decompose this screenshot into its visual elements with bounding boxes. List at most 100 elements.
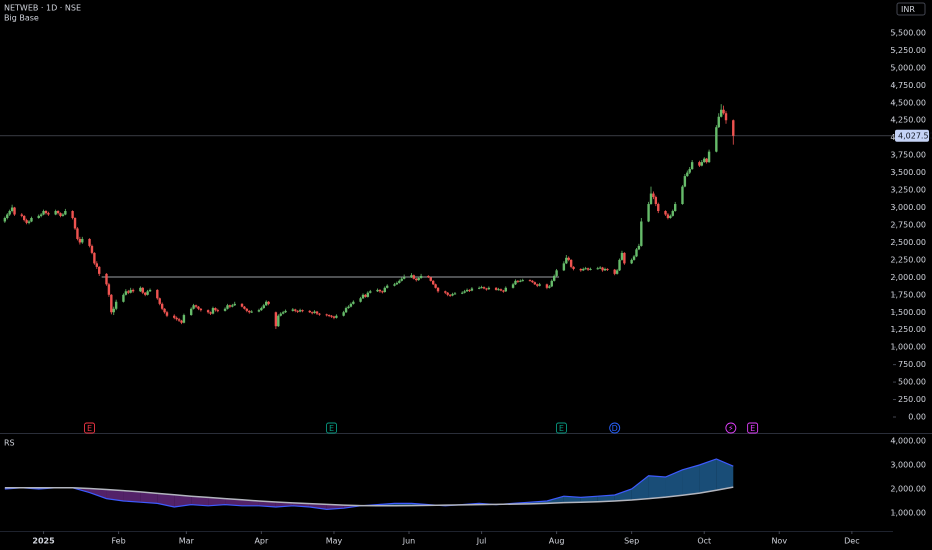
candle-body [567,257,570,260]
candle-body [555,270,558,276]
candle-body [514,280,517,285]
candle-body [584,268,587,270]
event-label: D [612,424,618,433]
y-tick-label: 1,250.00 [890,325,926,334]
y-tick-label: 4,750.00 [890,81,926,90]
candle-body [76,228,79,239]
rs-fill [665,469,683,498]
candle-body [596,268,599,270]
candle-body [342,312,345,316]
candle-body [427,275,430,278]
candle-body [724,113,728,121]
candle-body [64,211,67,215]
candle-body [719,109,723,117]
y-tick-label: 250.00 [898,395,926,404]
candle-body [548,286,551,288]
candle-body [419,275,423,279]
candle-body [93,252,96,264]
rs-fill [191,496,209,506]
y-tick-label: 2,000.00 [890,273,926,282]
candle-body [519,280,522,282]
candle-body [146,291,149,295]
candle-body [381,291,384,293]
rs-fill [614,489,632,502]
y-tick-label: 1,000.00 [890,509,926,518]
candle-body [400,278,403,281]
x-tick-label: Apr [254,537,269,546]
candle-body [364,294,367,297]
candle-body [112,308,115,313]
candle-body [613,269,616,274]
candle-body [494,287,498,290]
candle-body [635,249,638,257]
candle-body [124,291,128,295]
candle-body [698,162,701,166]
candle-body [386,285,389,288]
candle-body [502,290,505,292]
candle-body [175,317,178,320]
candle-body [284,310,287,313]
candle-body [105,273,108,285]
candle-body [257,310,261,312]
candle-body [487,287,491,290]
candle-body [429,277,432,281]
event-label: E [559,424,564,433]
rs-fill [208,497,226,506]
candle-body [618,259,621,271]
candle-body [649,193,653,205]
candle-body [6,214,9,218]
candle-body [129,289,132,293]
candle-body [463,291,466,293]
candle-body [199,308,203,311]
candle-body [448,294,452,296]
candle-body [54,211,57,215]
candle-body [61,214,65,216]
candle-body [90,245,94,253]
x-tick-label: Oct [697,537,711,546]
y-tick-label: 4,250.00 [890,116,926,125]
candle-body [160,303,164,309]
y-tick-label: 2,000.00 [890,485,926,494]
candle-body [732,120,735,136]
candle-body [233,303,236,306]
candle-body [669,215,672,218]
rs-fill [309,503,327,510]
candle-body [81,238,84,243]
candle-body [511,284,515,288]
candle-body [71,211,74,218]
candle-body [431,280,435,285]
candle-body [347,306,350,309]
candle-body [436,287,440,292]
candle-body [144,292,147,295]
candle-body [335,315,338,318]
candle-body [78,238,82,243]
candle-body [88,238,91,246]
rs-title: RS [4,439,15,448]
candle-body [107,284,111,295]
candle-body [402,277,406,279]
candle-body [528,280,532,282]
candle-body [477,287,481,289]
candle-body [56,211,60,214]
candle-body [603,268,607,271]
candle-body [209,312,212,314]
candle-body [412,275,416,279]
currency[interactable]: INR [901,5,915,14]
rs-fill [123,490,141,503]
candle-body [582,268,585,271]
candle-body [395,282,399,285]
candle-body [42,211,45,215]
candle-body [44,211,48,214]
candle-body [572,266,575,269]
candle-body [451,294,454,296]
candle-body [265,301,268,306]
event-label: E [750,424,755,433]
currency-box[interactable] [896,2,926,16]
y-tick-label: 2,250.00 [890,255,926,264]
rs-fill [157,493,175,508]
event-marker [747,422,759,434]
candle-body [615,270,619,274]
y-tick-label: 5,250.00 [890,46,926,55]
candle-body [211,308,215,314]
